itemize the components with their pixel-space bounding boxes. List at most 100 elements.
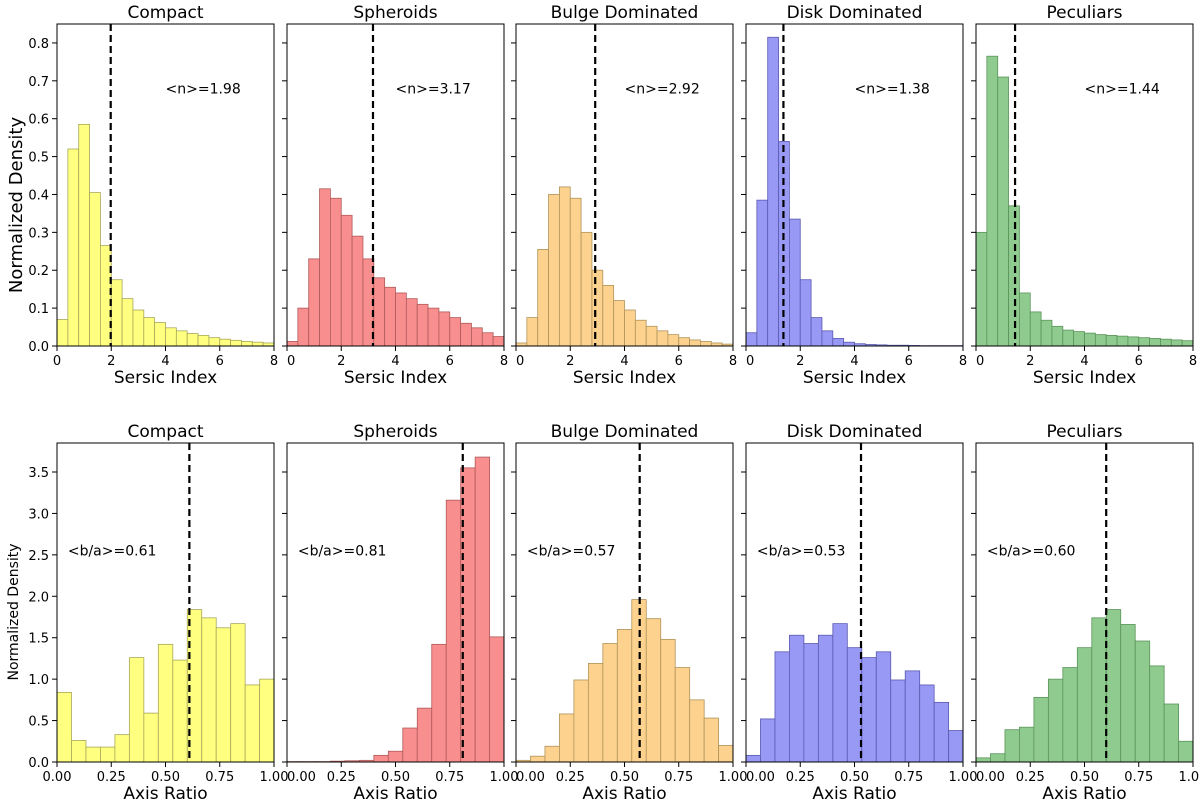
histogram-bar [78,123,90,347]
histogram-bar [1134,640,1151,763]
histogram-bar [700,341,712,347]
histogram-bar [1076,647,1093,763]
histogram-bar [846,647,863,763]
histogram-bar [745,332,758,347]
x-tick-label: 4 [850,354,858,369]
histogram-bar [1004,729,1020,763]
x-axis-label: Axis Ratio [812,784,896,804]
y-tick-label: 1.5 [28,632,49,647]
histogram-bar [645,618,662,763]
histogram-bar [1149,338,1161,347]
histogram-bar [208,337,221,347]
histogram-bar [128,657,145,763]
mean-annotation: <n>=2.92 [625,81,700,97]
histogram-bar [569,197,582,347]
histogram-bar [975,757,991,763]
chart-panel-top-2: 0 2 4 6 8 Spheroids Sersic Index <n>=3.17 [282,3,508,388]
histogram-bar [656,330,669,347]
histogram-bar [186,333,199,347]
x-tick-label: 0.75 [664,770,693,785]
x-tick-label: 0.75 [1124,770,1153,785]
histogram-bar [197,334,210,347]
x-tick-label: 2 [107,354,115,369]
y-tick-label: 0.7 [28,75,49,90]
y-tick-label: 0.0 [28,340,49,355]
histogram-bar [890,679,906,763]
histogram-bar [986,55,999,347]
histogram-bar [674,667,691,763]
histogram-bar [1178,740,1194,763]
histogram-bar [990,753,1006,763]
mean-annotation: <n>=1.44 [1085,81,1160,97]
x-axis-label: Axis Ratio [123,784,207,804]
mean-annotation: <b/a>=0.61 [68,544,157,560]
histogram-bar [230,623,246,763]
top-row-y-axis-label: Normalized Density [6,117,27,294]
histogram-bar [402,727,418,763]
x-tick-label: 1.00 [260,770,289,785]
x-tick-label: 1.00 [490,770,519,785]
histogram-bar [1127,336,1140,347]
histogram-bar [817,634,834,763]
panel-title: Peculiars [1047,422,1123,442]
histogram-bar [387,750,404,763]
histogram-bar [1149,665,1165,763]
histogram-bar [1105,609,1122,763]
histogram-bar [445,499,462,763]
x-tick-label: 4 [391,354,399,369]
histogram-bar [559,713,575,763]
histogram-bar [481,332,494,347]
y-tick-label: 2.0 [28,590,49,605]
panel-title: Disk Dominated [787,3,923,23]
histogram-bar [803,643,819,763]
x-tick-label: 8 [500,354,508,369]
histogram-bar [904,670,921,763]
histogram-bar [821,330,834,347]
histogram-bar [241,341,253,347]
histogram-bar [587,663,604,763]
x-tick-label: 8 [270,354,278,369]
x-tick-label: 6 [446,354,454,369]
x-tick-label: 0 [746,354,754,369]
histogram-bar [460,322,472,347]
x-axis-label: Axis Ratio [353,784,437,804]
x-tick-label: 0.00 [43,770,72,785]
x-axis-label: Axis Ratio [582,784,666,804]
histogram-bar [799,279,812,347]
x-tick-label: 0.50 [381,770,410,785]
histogram-bar [1116,335,1129,347]
x-tick-label: 0 [516,354,524,369]
y-tick-label: 3.5 [28,466,49,481]
histogram-bar [789,634,805,763]
histogram-bar [319,188,331,347]
panel-title: Compact [127,422,203,442]
histogram-bar [689,339,701,347]
histogram-bar [703,717,720,763]
chart-panel-bottom-2: 0.00 0.25 0.50 0.75 1.00 Spheroids Axis Ratio <… [282,422,518,804]
histogram-bar [678,337,691,347]
histogram-bar [219,338,232,347]
histogram-bar [259,678,275,763]
histogram-bar [919,684,935,763]
x-tick-label: 0.75 [205,770,234,785]
histogram-bar [537,248,549,347]
histogram-bar [1170,339,1183,347]
x-axis-label: Sersic Index [803,368,906,388]
histogram-bar [154,322,166,347]
histogram-bar [745,754,761,763]
x-tick-label: 8 [1189,354,1197,369]
histogram-bar [1051,325,1064,347]
x-tick-label: 0 [53,354,61,369]
x-tick-label: 0.50 [151,770,180,785]
panel-title: Spheroids [353,422,437,442]
histogram-bar [774,651,790,763]
histogram-bar [1138,337,1150,347]
histogram-bar [875,651,892,763]
histogram-bar [1105,334,1118,347]
x-tick-label: 2 [566,354,574,369]
histogram-bar [244,684,261,763]
histogram-bar [832,338,845,347]
histogram-bar [427,307,440,347]
histogram-bar [416,707,433,763]
y-tick-label: 0.5 [28,151,49,166]
